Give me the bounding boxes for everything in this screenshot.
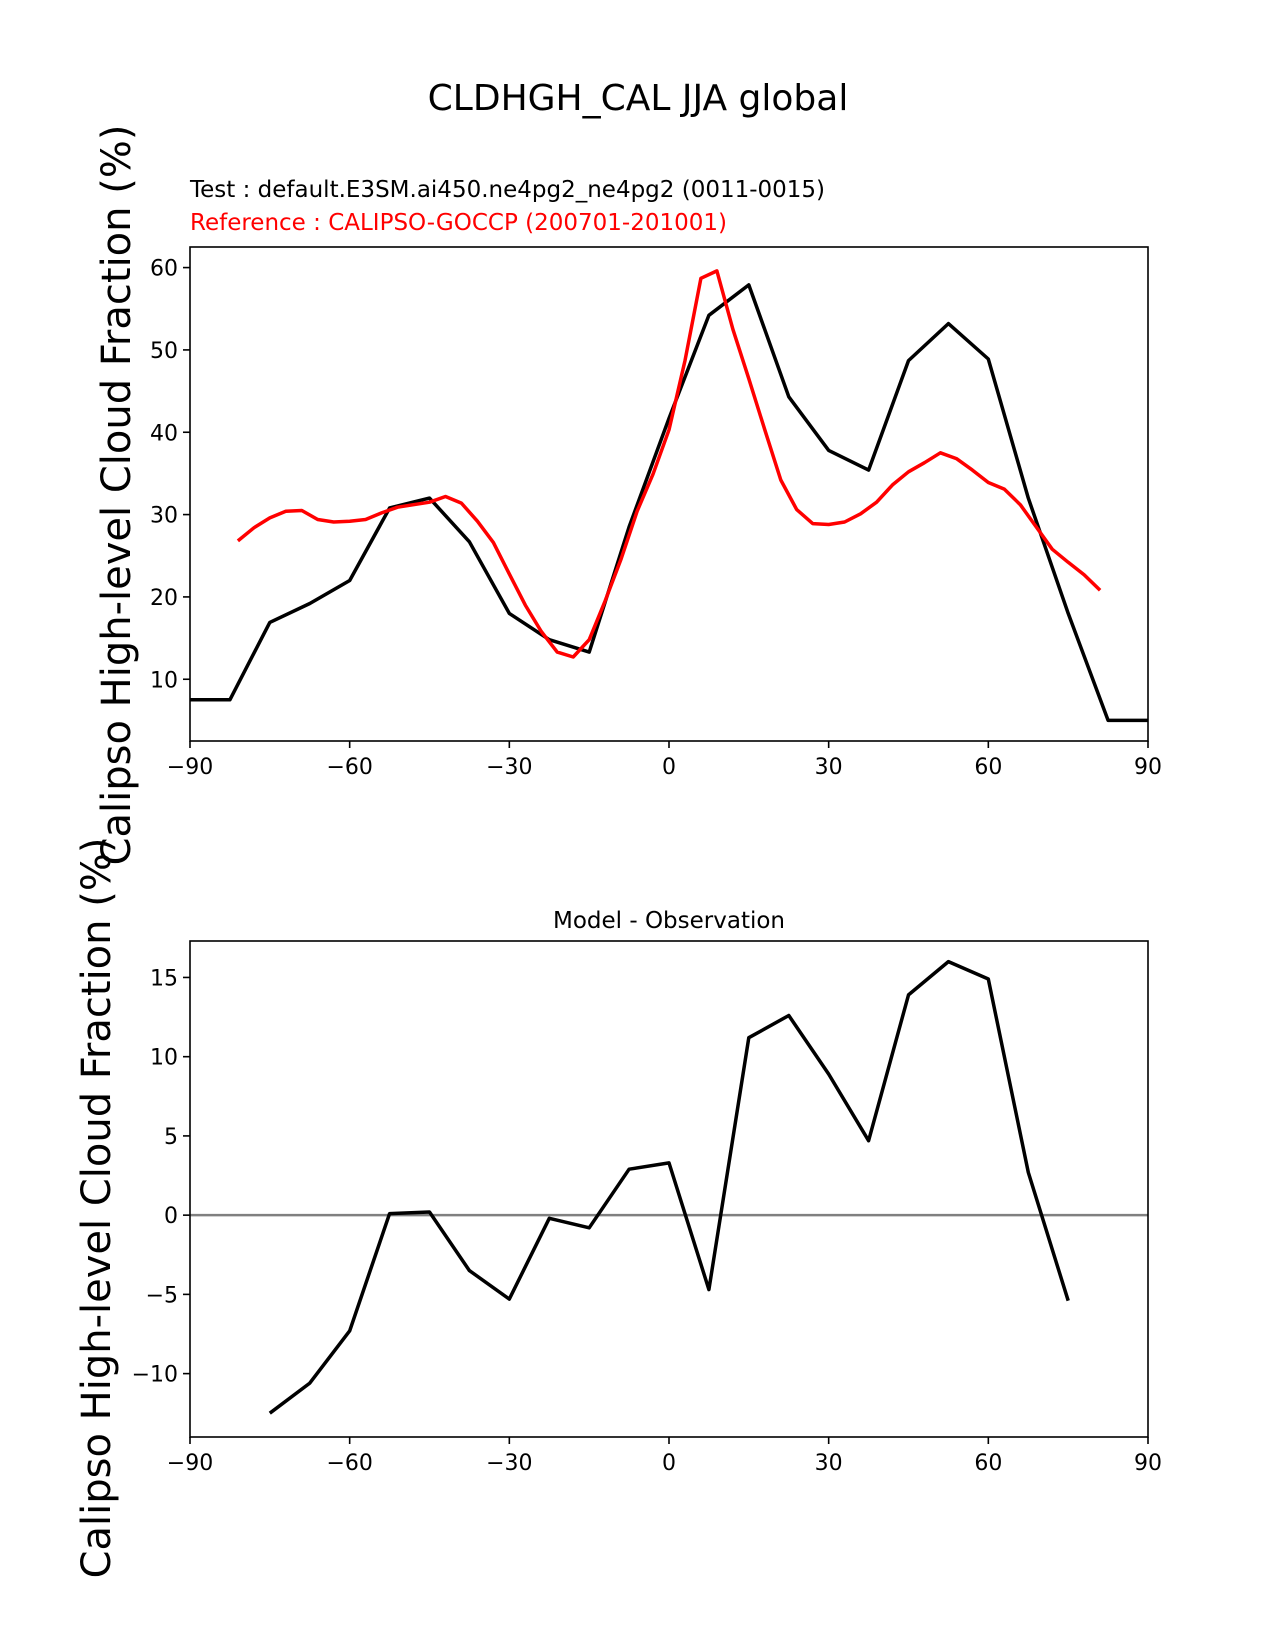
top-x-tick-label: −90 — [167, 755, 213, 780]
test-label: Test : default.E3SM.ai450.ne4pg2_ne4pg2 … — [189, 177, 825, 203]
top-axes-frame — [189, 246, 1149, 742]
bottom-x-tick-label: 60 — [974, 1451, 1002, 1476]
bottom-panel-title: Model - Observation — [553, 908, 785, 934]
figure-title: CLDHGH_CAL JJA global — [428, 78, 849, 119]
bottom-y-tick-label: −10 — [132, 1363, 178, 1388]
bottom-x-tick-label: −60 — [326, 1451, 372, 1476]
bottom-panel: −90 −60 −30 0 30 60 90 −10 −5 0 5 10 15 — [132, 940, 1162, 1476]
top-x-tick-label: −60 — [326, 755, 372, 780]
top-y-tick-label: 30 — [150, 504, 178, 529]
bottom-y-tick-label: 10 — [150, 1046, 178, 1071]
reference-label: Reference : CALIPSO-GOCCP (200701-201001… — [190, 210, 727, 236]
top-x-tick-label: 0 — [662, 755, 676, 780]
bottom-x-tick-label: −30 — [486, 1451, 532, 1476]
bottom-series-line-0 — [268, 959, 1070, 1415]
bottom-y-tick-label: 0 — [164, 1204, 178, 1229]
bottom-y-tick-label: 15 — [150, 966, 178, 991]
top-y-tick-label: 10 — [150, 668, 178, 693]
bottom-y-tick-label: 5 — [164, 1125, 178, 1150]
bottom-x-tick-label: 90 — [1134, 1451, 1162, 1476]
top-y-tick-label: 60 — [150, 257, 178, 282]
top-series-line-0 — [190, 283, 1148, 723]
bottom-x-tick-label: −90 — [167, 1451, 213, 1476]
top-x-tick-label: −30 — [486, 755, 532, 780]
top-x-tick-label: 60 — [974, 755, 1002, 780]
bottom-y-tick-label: −5 — [146, 1283, 178, 1308]
top-x-tick-label: 90 — [1134, 755, 1162, 780]
top-y-tick-label: 20 — [150, 586, 178, 611]
top-panel-ylabel: Calipso High-level Cloud Fraction (%) — [94, 125, 140, 866]
top-series-line-1 — [236, 269, 1102, 659]
bottom-x-tick-label: 30 — [815, 1451, 843, 1476]
top-panel: −90 −60 −30 0 30 60 90 10 20 30 40 50 60 — [150, 246, 1162, 780]
top-y-tick-label: 40 — [150, 421, 178, 446]
bottom-x-tick-label: 0 — [662, 1451, 676, 1476]
bottom-panel-ylabel: Calipso High-level Cloud Fraction (%) — [74, 838, 120, 1579]
top-y-tick-label: 50 — [150, 339, 178, 364]
top-x-tick-label: 30 — [815, 755, 843, 780]
bottom-axes-frame — [189, 940, 1149, 1438]
